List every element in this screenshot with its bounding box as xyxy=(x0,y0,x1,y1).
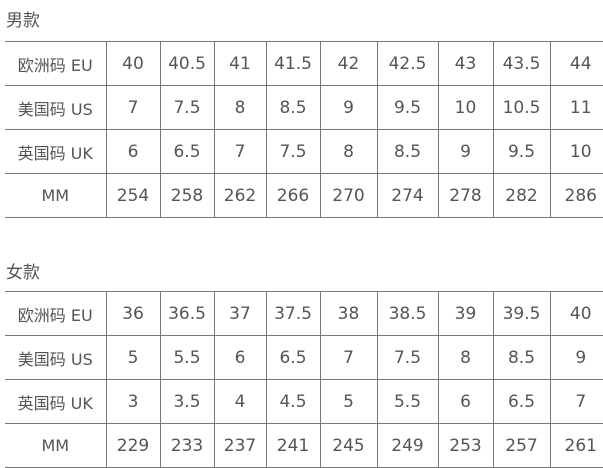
size-cell: 241 xyxy=(266,423,321,468)
size-cell: 36 xyxy=(106,291,161,336)
size-cell: 38 xyxy=(320,291,378,336)
size-cell: 7.5 xyxy=(377,335,439,380)
size-cell: 278 xyxy=(438,173,494,218)
size-cell: 7.5 xyxy=(160,85,215,130)
size-cell: 261 xyxy=(550,423,603,468)
row-label: MM xyxy=(5,173,107,218)
size-cell: 9.5 xyxy=(493,129,551,174)
size-cell: 9.5 xyxy=(377,85,439,130)
size-cell: 39.5 xyxy=(493,291,551,336)
size-cell: 262 xyxy=(214,173,267,218)
size-cell: 40 xyxy=(106,41,161,86)
size-cell: 42.5 xyxy=(377,41,439,86)
size-cell: 7 xyxy=(106,85,161,130)
size-cell: 11 xyxy=(550,85,603,130)
table-row: 英国码 UK 3 3.5 4 4.5 5 5.5 6 6.5 7 xyxy=(5,379,603,424)
table-row: 美国码 US 7 7.5 8 8.5 9 9.5 10 10.5 11 xyxy=(5,85,603,130)
size-cell: 9 xyxy=(320,85,378,130)
size-cell: 5.5 xyxy=(377,379,439,424)
size-cell: 6 xyxy=(438,379,494,424)
size-cell: 8 xyxy=(438,335,494,380)
table-row: MM 229 233 237 241 245 249 253 257 261 xyxy=(5,423,603,468)
size-cell: 37 xyxy=(214,291,267,336)
size-cell: 40.5 xyxy=(160,41,215,86)
size-cell: 286 xyxy=(550,173,603,218)
size-cell: 10.5 xyxy=(493,85,551,130)
size-cell: 40 xyxy=(550,291,603,336)
size-cell: 237 xyxy=(214,423,267,468)
row-label: 欧洲码 EU xyxy=(5,41,107,86)
size-cell: 8.5 xyxy=(266,85,321,130)
size-cell: 6 xyxy=(214,335,267,380)
size-cell: 3.5 xyxy=(160,379,215,424)
size-cell: 245 xyxy=(320,423,378,468)
row-label: 英国码 UK xyxy=(5,379,107,424)
table-row: 美国码 US 5 5.5 6 6.5 7 7.5 8 8.5 9 xyxy=(5,335,603,380)
men-section-title: 男款 xyxy=(6,11,40,31)
table-row: MM 254 258 262 266 270 274 278 282 286 xyxy=(5,173,603,218)
size-cell: 38.5 xyxy=(377,291,439,336)
size-cell: 266 xyxy=(266,173,321,218)
size-cell: 44 xyxy=(550,41,603,86)
size-cell: 4 xyxy=(214,379,267,424)
size-cell: 9 xyxy=(550,335,603,380)
women-size-table: 欧洲码 EU 36 36.5 37 37.5 38 38.5 39 39.5 40 美国码 US 5 5… xyxy=(5,291,603,468)
table-row: 欧洲码 EU 40 40.5 41 41.5 42 42.5 43 43.5 44 xyxy=(5,41,603,86)
size-cell: 6.5 xyxy=(266,335,321,380)
size-cell: 7.5 xyxy=(266,129,321,174)
size-cell: 43 xyxy=(438,41,494,86)
size-cell: 229 xyxy=(106,423,161,468)
size-cell: 8 xyxy=(214,85,267,130)
women-section-title: 女款 xyxy=(6,263,40,283)
size-cell: 37.5 xyxy=(266,291,321,336)
size-cell: 41.5 xyxy=(266,41,321,86)
size-cell: 5 xyxy=(106,335,161,380)
size-cell: 8 xyxy=(320,129,378,174)
size-cell: 10 xyxy=(438,85,494,130)
size-cell: 254 xyxy=(106,173,161,218)
size-cell: 258 xyxy=(160,173,215,218)
size-cell: 257 xyxy=(493,423,551,468)
men-size-table: 欧洲码 EU 40 40.5 41 41.5 42 42.5 43 43.5 44 美国码 US 7 7… xyxy=(5,41,603,218)
table-row: 欧洲码 EU 36 36.5 37 37.5 38 38.5 39 39.5 40 xyxy=(5,291,603,336)
size-cell: 43.5 xyxy=(493,41,551,86)
row-label: 美国码 US xyxy=(5,335,107,380)
size-cell: 39 xyxy=(438,291,494,336)
size-cell: 282 xyxy=(493,173,551,218)
size-cell: 233 xyxy=(160,423,215,468)
size-cell: 8.5 xyxy=(493,335,551,380)
size-cell: 9 xyxy=(438,129,494,174)
row-label: 美国码 US xyxy=(5,85,107,130)
size-cell: 274 xyxy=(377,173,439,218)
size-cell: 249 xyxy=(377,423,439,468)
size-cell: 7 xyxy=(214,129,267,174)
size-cell: 3 xyxy=(106,379,161,424)
size-cell: 6.5 xyxy=(493,379,551,424)
size-cell: 270 xyxy=(320,173,378,218)
row-label: 欧洲码 EU xyxy=(5,291,107,336)
size-cell: 41 xyxy=(214,41,267,86)
size-cell: 253 xyxy=(438,423,494,468)
size-cell: 5.5 xyxy=(160,335,215,380)
size-cell: 4.5 xyxy=(266,379,321,424)
size-cell: 7 xyxy=(320,335,378,380)
size-cell: 10 xyxy=(550,129,603,174)
size-cell: 5 xyxy=(320,379,378,424)
table-row: 英国码 UK 6 6.5 7 7.5 8 8.5 9 9.5 10 xyxy=(5,129,603,174)
size-cell: 8.5 xyxy=(377,129,439,174)
size-cell: 7 xyxy=(550,379,603,424)
row-label: MM xyxy=(5,423,107,468)
size-cell: 6 xyxy=(106,129,161,174)
size-cell: 36.5 xyxy=(160,291,215,336)
row-label: 英国码 UK xyxy=(5,129,107,174)
size-cell: 6.5 xyxy=(160,129,215,174)
size-cell: 42 xyxy=(320,41,378,86)
